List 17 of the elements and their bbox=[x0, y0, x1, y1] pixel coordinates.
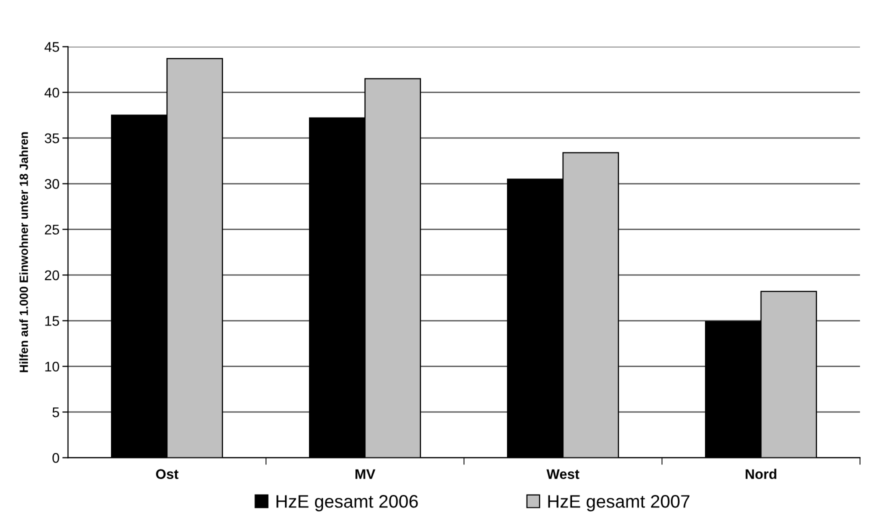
y-tick-label: 25 bbox=[44, 224, 60, 235]
y-tick-label: 15 bbox=[45, 316, 60, 326]
legend-label: HzE gesamt 2006 bbox=[276, 495, 418, 512]
x-tick-label: Ost bbox=[156, 469, 178, 480]
y-tick-label: 10 bbox=[45, 362, 60, 372]
x-tick-label: West bbox=[546, 469, 580, 480]
legend-label: HzE gesamt 2007 bbox=[548, 495, 690, 512]
x-tick-label: Nord bbox=[746, 468, 776, 480]
x-tick-label: MV bbox=[356, 469, 376, 479]
y-tick-label: 0 bbox=[52, 453, 60, 463]
y-tick-label: 45 bbox=[44, 42, 60, 52]
y-axis-title: Hilfen auf 1.000 Einwohner unter 18 Jahren bbox=[19, 132, 28, 372]
y-tick-label: 35 bbox=[44, 133, 60, 144]
y-tick-label: 30 bbox=[44, 179, 60, 189]
y-tick-label: 20 bbox=[44, 270, 60, 280]
y-tick-label: 5 bbox=[52, 408, 60, 418]
y-tick-label: 40 bbox=[44, 88, 60, 98]
